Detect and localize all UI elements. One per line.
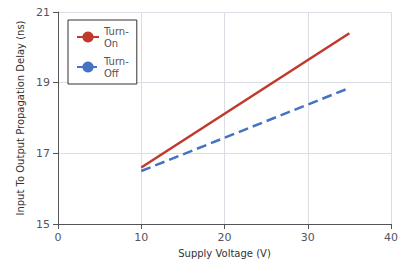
svg-text:10: 10 bbox=[134, 231, 148, 244]
svg-text:On: On bbox=[104, 38, 118, 49]
svg-text:Supply Voltage (V): Supply Voltage (V) bbox=[178, 248, 271, 259]
svg-text:30: 30 bbox=[301, 231, 315, 244]
svg-text:15: 15 bbox=[36, 218, 50, 231]
svg-text:19: 19 bbox=[36, 76, 50, 89]
svg-text:Off: Off bbox=[104, 68, 120, 79]
svg-text:21: 21 bbox=[36, 6, 50, 19]
svg-text:20: 20 bbox=[218, 231, 232, 244]
svg-text:Input To Output Propagation De: Input To Output Propagation Delay (ns) bbox=[15, 20, 26, 215]
svg-text:17: 17 bbox=[36, 147, 50, 160]
svg-text:0: 0 bbox=[55, 231, 62, 244]
svg-text:40: 40 bbox=[384, 231, 398, 244]
svg-text:Turn-: Turn- bbox=[103, 56, 129, 67]
svg-text:Turn-: Turn- bbox=[103, 26, 129, 37]
